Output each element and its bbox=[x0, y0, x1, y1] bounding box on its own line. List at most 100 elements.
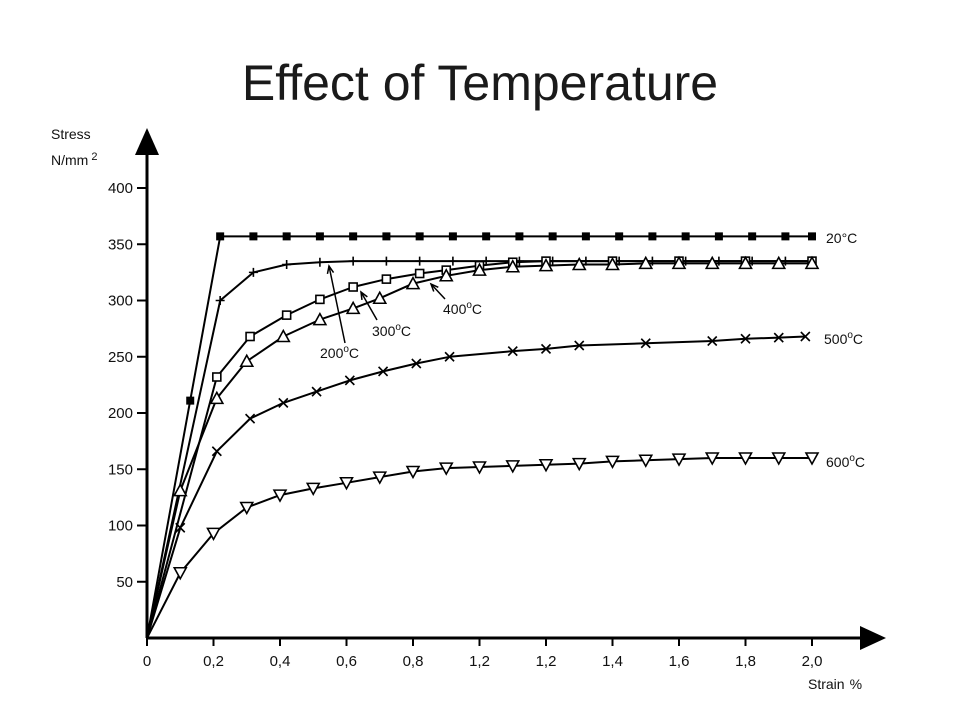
series-400c-marker bbox=[671, 255, 687, 270]
annotation-label-part: o bbox=[466, 300, 472, 311]
y-tick-label: 150 bbox=[108, 461, 133, 478]
series-20c-marker bbox=[548, 232, 557, 241]
series-300c-marker bbox=[212, 372, 222, 382]
y-tick-label: 400 bbox=[108, 180, 133, 197]
x-tick-label: 1,6 bbox=[669, 653, 690, 670]
series-400c-marker bbox=[704, 255, 720, 270]
series-400c-marker bbox=[372, 290, 388, 305]
series-600c-marker bbox=[438, 462, 454, 476]
series-500c-marker bbox=[245, 413, 256, 424]
series-500c-marker bbox=[574, 340, 585, 351]
series-20c-label: 20°C bbox=[826, 230, 857, 246]
x-axis-title: Strain% bbox=[808, 676, 862, 692]
annotation-label-part: C bbox=[401, 323, 411, 339]
series-20c-marker bbox=[186, 396, 195, 405]
series-300c-marker bbox=[245, 331, 255, 342]
series-500c-marker bbox=[311, 386, 322, 397]
series-600c-marker bbox=[738, 452, 753, 466]
series-600c-marker bbox=[538, 458, 554, 473]
annotation-leader bbox=[430, 283, 446, 300]
series-600c-marker bbox=[571, 457, 587, 472]
series-20c-marker bbox=[515, 232, 524, 241]
series-400c-marker bbox=[275, 328, 291, 343]
series-20c-marker bbox=[315, 232, 324, 241]
series-300c-line bbox=[146, 260, 812, 639]
x-tick-label: 2,0 bbox=[802, 653, 823, 670]
series-500c-marker bbox=[800, 331, 811, 342]
series-600c-marker bbox=[605, 455, 620, 470]
axes bbox=[135, 128, 886, 650]
series-500c-label-part: C bbox=[853, 331, 863, 347]
series-200c-marker bbox=[248, 267, 258, 277]
annotation-leader bbox=[328, 265, 346, 344]
series-600c-marker bbox=[372, 471, 388, 485]
series-20c-marker bbox=[648, 232, 657, 241]
series-20c-marker bbox=[781, 232, 790, 241]
series-500c-label: 500oC bbox=[824, 330, 863, 347]
series-200c-marker bbox=[315, 257, 325, 267]
series-600c-marker bbox=[771, 452, 787, 466]
series-400c-marker bbox=[345, 300, 361, 315]
series-400c-marker bbox=[505, 259, 521, 273]
series-400c-marker bbox=[172, 482, 188, 497]
series-200c-marker bbox=[348, 256, 358, 266]
series-400c-marker bbox=[771, 255, 787, 270]
series-600c-label-part: C bbox=[855, 454, 865, 470]
annotation-label: 200oC bbox=[320, 344, 359, 361]
x-tick-label: 1,8 bbox=[735, 653, 756, 670]
series-20c-marker bbox=[349, 232, 358, 241]
series-600c-marker bbox=[472, 461, 487, 475]
series-500c-line bbox=[146, 335, 806, 639]
series-600c-marker bbox=[206, 527, 221, 542]
annotation-label-part: 400 bbox=[443, 301, 467, 317]
series-20c-marker bbox=[482, 232, 491, 241]
y-axis-title: Stress N/mm 2 bbox=[51, 126, 97, 168]
series-400c-marker bbox=[239, 353, 255, 368]
series-600c-marker bbox=[305, 482, 321, 497]
series-600c-marker bbox=[172, 566, 188, 581]
x-tick-label: 1,4 bbox=[602, 653, 623, 670]
series-200c-marker bbox=[415, 256, 425, 266]
x-tick-label: 1,2 bbox=[469, 653, 490, 670]
series-600c-label-part: 600 bbox=[826, 454, 850, 470]
series-400c-marker bbox=[472, 262, 487, 276]
annotation-arrowhead bbox=[360, 290, 368, 301]
series-500c-marker bbox=[640, 338, 651, 349]
series-500c-marker bbox=[540, 343, 552, 354]
series-20c-marker bbox=[615, 232, 624, 241]
annotation-label-part: 300 bbox=[372, 323, 396, 339]
series-400c-marker bbox=[804, 255, 820, 270]
series-500c-marker bbox=[278, 397, 289, 408]
series-500c-marker bbox=[444, 351, 455, 362]
series-600c-line bbox=[146, 457, 812, 639]
series-300c-marker bbox=[414, 268, 425, 279]
series-400c-marker bbox=[405, 275, 421, 290]
series-20c-label-part: 20 bbox=[826, 230, 842, 246]
series-600c-marker bbox=[638, 454, 654, 468]
series-500c-marker bbox=[175, 522, 186, 533]
annotation-leader bbox=[360, 291, 378, 321]
series-20c-marker bbox=[282, 232, 291, 241]
annotation-arrowhead bbox=[326, 264, 335, 274]
series-200c-marker bbox=[381, 256, 391, 266]
series-500c-marker bbox=[773, 332, 784, 343]
y-tick-label: 50 bbox=[116, 574, 133, 591]
series-500c-marker bbox=[707, 335, 718, 347]
y-tick-label: 100 bbox=[108, 518, 133, 535]
y-tick-label: 250 bbox=[108, 349, 133, 366]
series-20c-marker bbox=[808, 232, 816, 241]
y-axis-title-line1: Stress bbox=[51, 126, 91, 142]
series-400c-marker bbox=[605, 256, 620, 271]
x-tick-label: 0,8 bbox=[403, 653, 424, 670]
series-600c-marker bbox=[272, 489, 288, 503]
series-300c-marker bbox=[281, 310, 292, 320]
series-20c-marker bbox=[216, 232, 225, 241]
annotation-400c: 400oC bbox=[429, 282, 482, 317]
annotation-label-part: C bbox=[472, 301, 482, 317]
series-600c-label: 600oC bbox=[826, 453, 865, 470]
annotation-label-part: 200 bbox=[320, 345, 344, 361]
series-200c-marker bbox=[282, 260, 292, 269]
